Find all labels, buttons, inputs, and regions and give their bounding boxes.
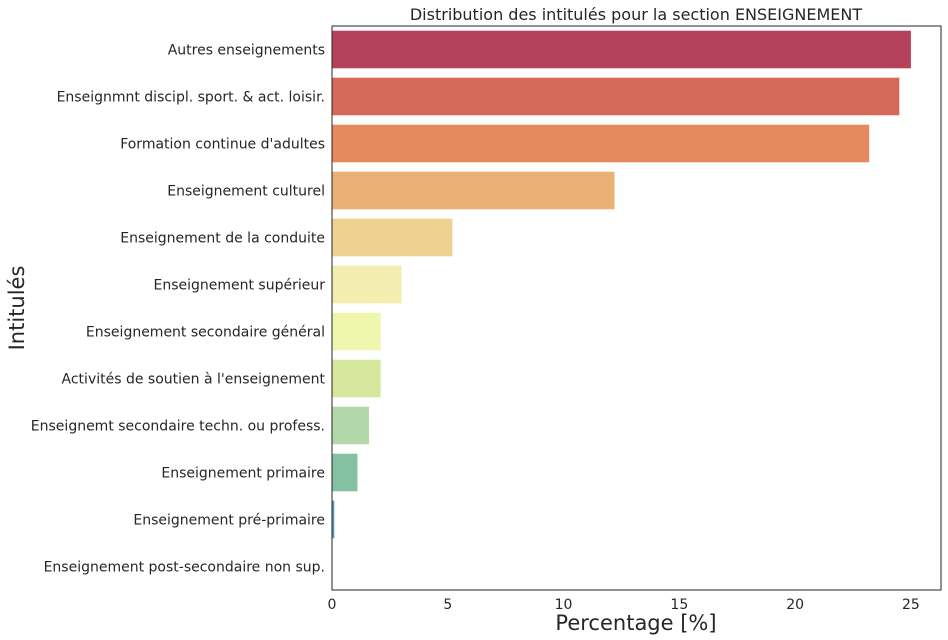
chart-title: Distribution des intitulés pour la secti…	[410, 5, 863, 24]
y-tick-label: Enseignement supérieur	[153, 278, 325, 294]
x-tick-label: 25	[902, 597, 920, 613]
y-tick-label: Enseignement culturel	[167, 184, 325, 200]
bar	[332, 500, 335, 539]
bar	[332, 171, 615, 210]
bar	[332, 218, 453, 257]
bar	[332, 124, 870, 163]
y-tick-label: Enseignement post-secondaire non sup.	[44, 560, 325, 576]
y-tick-label: Enseignement pré-primaire	[133, 513, 325, 529]
x-tick-label: 20	[786, 597, 804, 613]
x-tick-label: 0	[328, 597, 337, 613]
bar	[332, 265, 402, 304]
y-tick-label: Enseignement primaire	[161, 466, 325, 482]
x-axis-label: Percentage [%]	[555, 611, 716, 635]
y-tick-label: Enseignement de la conduite	[120, 231, 325, 247]
bars-group	[332, 30, 911, 539]
y-tick-label: Activités de soutien à l'enseignement	[62, 372, 326, 388]
x-tick-label: 5	[443, 597, 452, 613]
y-tick-label: Autres enseignements	[168, 43, 325, 59]
y-tick-label: Enseignmnt discipl. sport. & act. loisir…	[57, 90, 325, 106]
plot-frame	[331, 25, 942, 591]
y-tick-label: Enseignemt secondaire techn. ou profess.	[31, 419, 325, 435]
bar	[332, 359, 381, 398]
x-tick-label: 10	[555, 597, 573, 613]
x-ticks: 0 5 10 15 20 25	[328, 597, 920, 613]
bar	[332, 30, 911, 69]
bar	[332, 77, 900, 116]
bar	[332, 453, 358, 492]
y-tick-label: Formation continue d'adultes	[120, 137, 325, 153]
y-axis-label: Intitulés	[5, 266, 29, 351]
bar	[332, 312, 381, 351]
y-tick-label: Enseignement secondaire général	[86, 325, 325, 341]
y-tick-labels: Autres enseignements Enseignmnt discipl. …	[31, 43, 326, 576]
x-tick-label: 15	[670, 597, 688, 613]
bar	[332, 406, 370, 445]
